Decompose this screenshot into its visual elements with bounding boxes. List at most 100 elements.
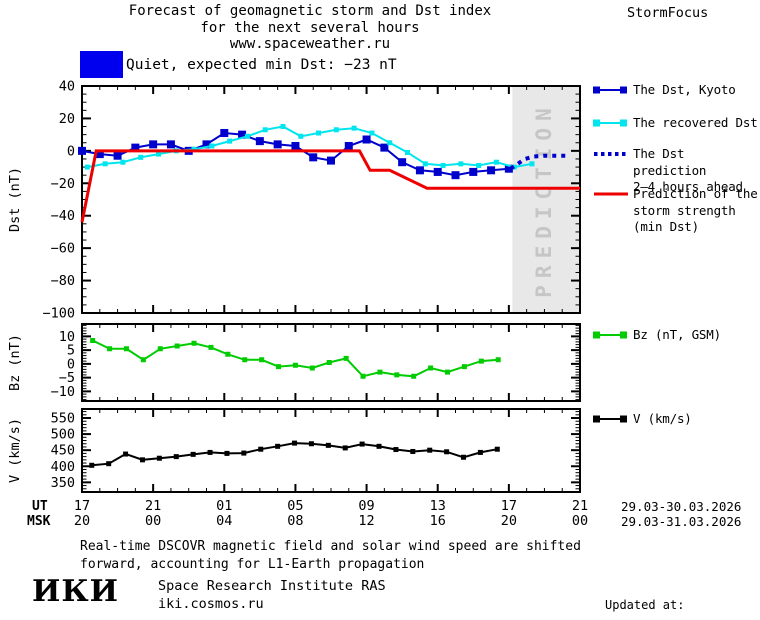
series-v-km-s-marker (359, 441, 365, 447)
series-the-recovered-dst-marker (458, 161, 464, 167)
ut-tick-label: 09 (358, 498, 375, 514)
series-v-km-s-marker (173, 454, 179, 460)
series-v-km-s-marker (342, 445, 348, 451)
series-bz-nt-gsm-marker (276, 364, 282, 370)
footnote-line-1: Real-time DSCOVR magnetic field and sola… (80, 539, 581, 554)
series-bz-nt-gsm-marker (309, 365, 315, 371)
series-v-km-s-marker (224, 450, 230, 456)
series-the-recovered-dst-marker (262, 127, 268, 133)
y-tick-label: 450 (51, 443, 75, 459)
series-the-dst-kyoto-marker (291, 141, 300, 150)
series-the-dst-kyoto-marker (362, 135, 371, 144)
series-the-recovered-dst-marker (333, 127, 339, 133)
series-v-km-s-marker (156, 455, 162, 461)
series-the-recovered-dst-marker (155, 151, 161, 157)
series-the-recovered-dst-marker (209, 143, 215, 149)
series-v-km-s-marker (393, 447, 399, 453)
page-title: Forecast of geomagnetic storm and Dst in… (60, 3, 560, 53)
legend-storm-strength-label-3: (min Dst) (633, 219, 699, 234)
series-the-recovered-dst-marker (316, 130, 322, 136)
ut-axis-name: UT (32, 499, 48, 514)
series-v-km-s-marker (308, 441, 314, 447)
ut-tick-label: 13 (429, 498, 446, 514)
series-v-km-s-marker (477, 449, 483, 455)
msk-tick-label: 20 (500, 513, 517, 529)
series-the-dst-kyoto-marker (202, 140, 211, 149)
series-bz-nt-gsm-marker (428, 365, 434, 371)
series-bz-nt-gsm-marker (225, 351, 231, 357)
series-the-recovered-dst-marker (476, 162, 482, 168)
series-v-km-s-marker (106, 461, 112, 467)
series-v-km-s-marker (123, 451, 129, 457)
series-bz-nt-gsm-marker (360, 373, 366, 379)
series-the-dst-kyoto-marker (273, 140, 282, 149)
msk-tick-label: 16 (429, 513, 446, 529)
msk-tick-label: 12 (358, 513, 375, 529)
series-v-km-s-marker (494, 446, 500, 452)
y-tick-label: 350 (51, 475, 75, 491)
y-tick-label: −80 (51, 273, 75, 289)
series-the-dst-kyoto-marker (255, 137, 264, 146)
series-the-recovered-dst-marker (440, 162, 446, 168)
series-v-km-s-marker (139, 457, 145, 463)
plot-border (81, 408, 581, 493)
series-v-km-s-marker (190, 451, 196, 457)
series-the-recovered-dst-marker (191, 146, 197, 152)
series-v-km-s-marker (207, 449, 213, 455)
msk-tick-label: 00 (145, 513, 162, 529)
iki-site-link[interactable]: iki.cosmos.ru (158, 596, 264, 612)
msk-tick-label: 00 (571, 513, 589, 529)
series-the-dst-kyoto-marker (380, 143, 389, 152)
series-v-km-s-marker (258, 446, 264, 452)
recovered-dst-marker-icon (593, 117, 629, 129)
v-marker-icon (593, 413, 629, 425)
y-tick-label: 0 (67, 143, 75, 159)
iki-logo: ИКИ (32, 574, 119, 609)
series-the-dst-kyoto-line (81, 131, 509, 177)
series-the-dst-kyoto-marker (504, 164, 513, 173)
series-v-km-s-marker (461, 454, 467, 460)
institute-block: Space Research Institute RAS iki.cosmos.… (158, 577, 386, 613)
series-bz-nt-gsm-marker (123, 346, 129, 352)
y-tick-label: −20 (51, 176, 75, 192)
series-v-km-s-line (91, 442, 498, 467)
series-the-dst-prediction-2-4-hours-ahead-line (509, 153, 570, 171)
spaceweather-link[interactable]: www.spaceweather.ru (229, 36, 391, 52)
v-axis-label: V (km/s) (7, 417, 23, 484)
series-bz-nt-gsm-marker (461, 364, 467, 370)
series-the-dst-kyoto-marker (415, 166, 424, 175)
series-the-recovered-dst-marker (351, 125, 357, 131)
ut-tick-label: 21 (571, 498, 589, 514)
title-line-2: for the next several hours (200, 19, 420, 36)
legend-storm-strength-label-2: storm strength (633, 202, 736, 218)
series-the-dst-kyoto-marker (309, 153, 318, 162)
msk-axis-name: MSK (27, 514, 51, 529)
prediction-zone-label: PREDICTION (532, 101, 556, 297)
series-bz-nt-gsm-marker (495, 357, 501, 363)
dst-axis-label: Dst (nT) (7, 166, 23, 233)
series-the-recovered-dst-marker (138, 154, 144, 160)
y-tick-label: 10 (59, 329, 75, 345)
series-the-recovered-dst-marker (298, 133, 304, 139)
prediction-zone (512, 86, 580, 313)
series-bz-nt-gsm-marker (140, 357, 146, 363)
legend-storm-strength-label-1: Prediction of the (633, 186, 758, 201)
series-the-dst-kyoto-marker (166, 140, 175, 149)
series-bz-nt-gsm-marker (242, 357, 248, 363)
legend-dst-prediction-label-2: 2–4 hours ahead (633, 179, 743, 194)
series-the-recovered-dst-marker (493, 159, 499, 165)
series-the-dst-kyoto-marker (398, 158, 407, 167)
legend-recovered-dst-label: The recovered Dst (633, 115, 758, 130)
series-the-dst-kyoto-marker (113, 151, 122, 160)
legend-dst-kyoto: The Dst, Kyoto (593, 82, 736, 99)
series-the-dst-kyoto-marker (433, 167, 442, 176)
series-the-dst-kyoto-marker (238, 130, 247, 139)
brand-stormfocus: StormFocus (627, 5, 709, 21)
y-tick-label: −5 (59, 370, 75, 386)
series-bz-nt-gsm-marker (157, 346, 163, 352)
series-bz-nt-gsm-marker (411, 373, 417, 379)
y-tick-label: 550 (51, 411, 75, 427)
plot-border (81, 85, 581, 314)
title-line-1: Forecast of geomagnetic storm and Dst in… (128, 3, 492, 19)
y-tick-label: 500 (51, 427, 75, 443)
